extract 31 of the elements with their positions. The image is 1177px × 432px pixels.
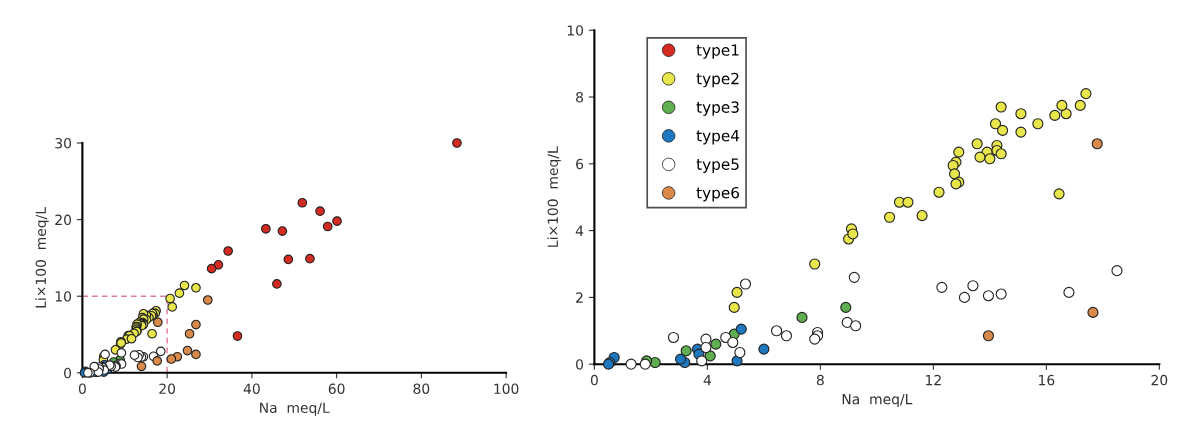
y-tick-label: 30: [55, 137, 72, 149]
x-tick-label: 16: [1039, 374, 1055, 386]
y-tick-label: 0: [576, 359, 584, 370]
legend-label: type1: [696, 44, 739, 59]
x-tick-label: 100: [494, 383, 519, 394]
y-tick-label: 10: [567, 25, 584, 36]
x-tick-label: 0: [590, 374, 598, 386]
x-tick-label: 12: [926, 374, 941, 386]
y-tick-label: 6: [576, 158, 584, 170]
x-tick-label: 80: [413, 383, 430, 394]
legend-label: type2: [696, 72, 739, 88]
y-tick-label: 20: [55, 214, 72, 226]
legend-label: type5: [696, 158, 739, 173]
legend-label: type6: [696, 186, 739, 202]
x-axis-title: Na meq/L: [842, 394, 913, 408]
legend-label: type4: [696, 130, 740, 145]
x-axis-title: Na meq/L: [260, 402, 330, 416]
y-tick-label: 2: [576, 292, 583, 303]
x-tick-label: 40: [243, 383, 260, 394]
y-axis-title: Li×100 meq/L: [35, 207, 49, 308]
x-tick-label: 0: [78, 383, 86, 394]
x-tick-label: 8: [816, 374, 824, 386]
y-tick-label: 4: [575, 225, 584, 236]
legend-label: type3: [696, 101, 739, 116]
y-tick-label: 8: [576, 92, 584, 103]
x-tick-label: 20: [159, 383, 176, 394]
y-axis-title: Li×100 meq/L: [547, 146, 561, 247]
x-tick-label: 20: [1151, 374, 1168, 386]
y-tick-label: 10: [55, 291, 72, 302]
x-tick-label: 60: [328, 383, 345, 394]
x-tick-label: 4: [703, 375, 712, 386]
